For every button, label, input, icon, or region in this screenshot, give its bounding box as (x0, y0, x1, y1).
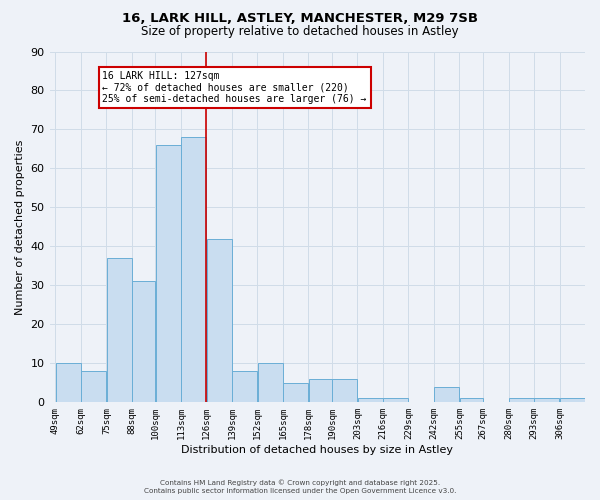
Bar (332, 379, 357, 402)
Bar (509, 398, 533, 402)
Bar (132, 282, 155, 403)
Bar (309, 379, 332, 402)
Text: 16, LARK HILL, ASTLEY, MANCHESTER, M29 7SB: 16, LARK HILL, ASTLEY, MANCHESTER, M29 7… (122, 12, 478, 26)
Bar (358, 398, 383, 402)
Bar (156, 145, 181, 403)
Bar (560, 398, 584, 402)
X-axis label: Distribution of detached houses by size in Astley: Distribution of detached houses by size … (181, 445, 453, 455)
Bar (258, 364, 283, 403)
Text: 16 LARK HILL: 127sqm
← 72% of detached houses are smaller (220)
25% of semi-deta: 16 LARK HILL: 127sqm ← 72% of detached h… (103, 71, 367, 104)
Bar (535, 398, 559, 402)
Bar (232, 371, 257, 402)
Bar (207, 238, 232, 402)
Text: Contains HM Land Registry data © Crown copyright and database right 2025.
Contai: Contains HM Land Registry data © Crown c… (144, 480, 456, 494)
Bar (56, 364, 80, 403)
Bar (283, 383, 308, 402)
Bar (434, 386, 459, 402)
Text: Size of property relative to detached houses in Astley: Size of property relative to detached ho… (141, 25, 459, 38)
Bar (107, 258, 131, 402)
Bar (181, 138, 206, 402)
Bar (460, 398, 482, 402)
Bar (82, 371, 106, 402)
Bar (383, 398, 408, 402)
Y-axis label: Number of detached properties: Number of detached properties (15, 139, 25, 314)
